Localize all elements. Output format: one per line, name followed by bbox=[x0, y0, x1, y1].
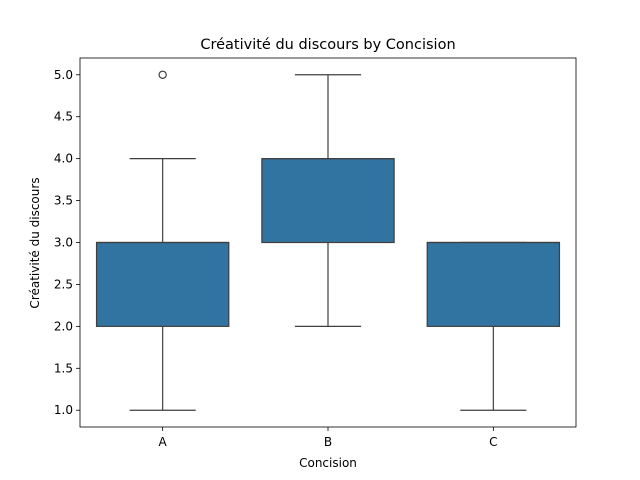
x-tick-label: B bbox=[324, 435, 332, 449]
plot-area: 1.0 1.5 2.0 2.5 3.0 3.5 4.0 4.5 5.0 A B C bbox=[54, 57, 577, 449]
x-tick-label: A bbox=[159, 435, 168, 449]
x-axis-label: Concision bbox=[299, 456, 357, 470]
outlier-point bbox=[158, 70, 167, 79]
y-tick-label: 4.0 bbox=[54, 152, 73, 166]
y-tick-label: 2.0 bbox=[54, 319, 73, 333]
y-tick-label: 4.5 bbox=[54, 110, 73, 124]
box-B bbox=[261, 158, 395, 244]
box-A bbox=[95, 241, 230, 327]
chart-title: Créativité du discours by Concision bbox=[200, 37, 455, 53]
y-tick-label: 3.5 bbox=[54, 194, 73, 208]
y-tick-label: 5.0 bbox=[54, 68, 73, 82]
box-C bbox=[426, 241, 561, 327]
plot-frame bbox=[79, 57, 577, 428]
x-tick-label: C bbox=[489, 435, 497, 449]
y-axis-label: Créativité du discours bbox=[28, 177, 42, 308]
y-tick-label: 3.0 bbox=[54, 236, 73, 250]
y-tick-label: 2.5 bbox=[54, 277, 73, 291]
y-tick-label: 1.0 bbox=[54, 403, 73, 417]
y-tick-label: 1.5 bbox=[54, 361, 73, 375]
